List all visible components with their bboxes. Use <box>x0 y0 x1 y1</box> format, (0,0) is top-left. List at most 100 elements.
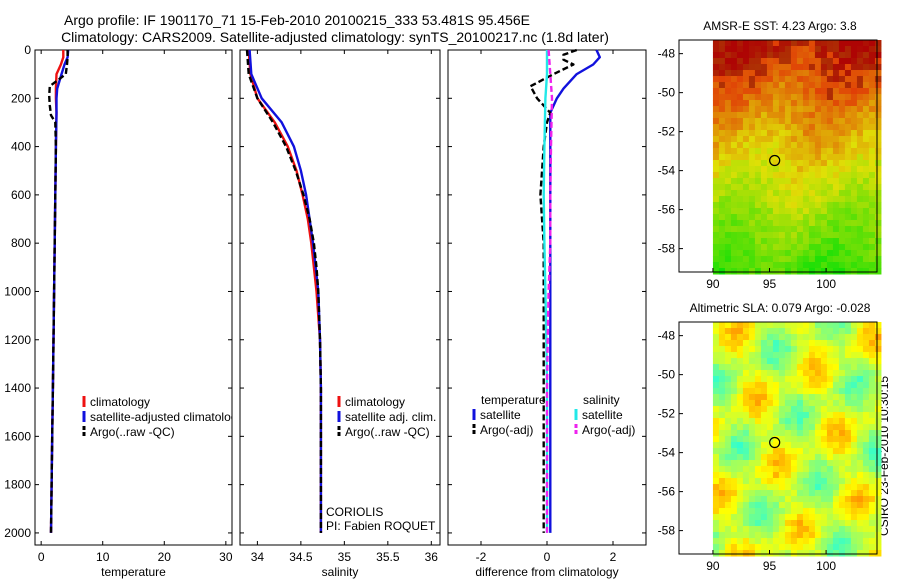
heatmap-cell <box>820 496 828 503</box>
heatmap-cell <box>736 76 744 83</box>
sla_map-ytick-label: -58 <box>658 524 676 538</box>
heatmap-cell <box>820 106 828 113</box>
heatmap-cell <box>742 238 750 245</box>
heatmap-cell <box>826 322 834 329</box>
heatmap-cell <box>856 514 864 521</box>
heatmap-cell <box>754 262 762 269</box>
heatmap-cell <box>766 418 774 425</box>
heatmap-cell <box>874 262 882 269</box>
heatmap-cell <box>874 352 882 359</box>
heatmap-cell <box>748 412 756 419</box>
heatmap-cell <box>796 466 804 473</box>
salinity-panel: 34 34.5 35 35.5 36salinityclimatologysatelli… <box>239 49 441 579</box>
heatmap-cell <box>754 358 762 365</box>
heatmap-cell <box>742 424 750 431</box>
heatmap-cell <box>850 538 858 545</box>
heatmap-cell <box>742 352 750 359</box>
heatmap-cell <box>742 406 750 413</box>
heatmap-cell <box>844 358 852 365</box>
heatmap-cell <box>712 352 720 359</box>
heatmap-cell <box>718 436 726 443</box>
heatmap-cell <box>760 484 768 491</box>
heatmap-cell <box>856 322 864 329</box>
heatmap-cell <box>838 76 846 83</box>
heatmap-cell <box>856 340 864 347</box>
heatmap-cell <box>790 154 798 161</box>
heatmap-cell <box>760 46 768 53</box>
heatmap-cell <box>844 526 852 533</box>
heatmap-cell <box>730 418 738 425</box>
heatmap-cell <box>784 76 792 83</box>
heatmap-cell <box>772 262 780 269</box>
heatmap-cell <box>724 394 732 401</box>
heatmap-cell <box>838 118 846 125</box>
heatmap-cell <box>742 94 750 101</box>
heatmap-cell <box>778 520 786 527</box>
heatmap-cell <box>760 148 768 155</box>
heatmap-cell <box>778 514 786 521</box>
heatmap-cell <box>790 124 798 131</box>
heatmap-cell <box>856 196 864 203</box>
heatmap-cell <box>760 454 768 461</box>
heatmap-cell <box>844 262 852 269</box>
heatmap-cell <box>874 124 882 131</box>
heatmap-cell <box>754 364 762 371</box>
heatmap-cell <box>724 406 732 413</box>
heatmap-cell <box>730 538 738 545</box>
heatmap-cell <box>712 442 720 449</box>
heatmap-cell <box>826 346 834 353</box>
heatmap-cell <box>790 388 798 395</box>
heatmap-cell <box>790 442 798 449</box>
heatmap-cell <box>772 484 780 491</box>
heatmap-cell <box>742 400 750 407</box>
heatmap-cell <box>772 172 780 179</box>
heatmap-cell <box>802 406 810 413</box>
heatmap-cell <box>754 112 762 119</box>
heatmap-cell <box>724 322 732 329</box>
heatmap-cell <box>778 376 786 383</box>
salinity-xtick-label: 35 <box>338 550 352 564</box>
heatmap-cell <box>862 550 870 557</box>
heatmap-cell <box>850 514 858 521</box>
heatmap-cell <box>778 544 786 551</box>
heatmap-cell <box>712 226 720 233</box>
heatmap-cell <box>754 538 762 545</box>
heatmap-cell <box>778 178 786 185</box>
heatmap-cell <box>736 148 744 155</box>
heatmap-cell <box>772 436 780 443</box>
heatmap-cell <box>808 154 816 161</box>
heatmap-cell <box>844 478 852 485</box>
heatmap-cell <box>712 100 720 107</box>
heatmap-cell <box>862 70 870 77</box>
heatmap-cell <box>754 550 762 557</box>
heatmap-cell <box>718 550 726 557</box>
heatmap-cell <box>784 268 792 275</box>
heatmap-cell <box>772 382 780 389</box>
heatmap-cell <box>802 136 810 143</box>
heatmap-cell <box>796 472 804 479</box>
heatmap-cell <box>718 412 726 419</box>
heatmap-cell <box>748 196 756 203</box>
heatmap-cell <box>826 430 834 437</box>
heatmap-cell <box>760 400 768 407</box>
heatmap-cell <box>754 220 762 227</box>
heatmap-cell <box>784 184 792 191</box>
heatmap-cell <box>820 268 828 275</box>
heatmap-cell <box>778 346 786 353</box>
heatmap-cell <box>808 328 816 335</box>
heatmap-cell <box>856 166 864 173</box>
heatmap-cell <box>766 364 774 371</box>
heatmap-cell <box>796 160 804 167</box>
heatmap-cell <box>790 64 798 71</box>
heatmap-cell <box>760 382 768 389</box>
heatmap-cell <box>748 430 756 437</box>
heatmap-cell <box>742 376 750 383</box>
heatmap-cell <box>736 226 744 233</box>
heatmap-cell <box>748 250 756 257</box>
heatmap-cell <box>808 190 816 197</box>
heatmap-cell <box>766 400 774 407</box>
heatmap-cell <box>718 382 726 389</box>
heatmap-cell <box>790 136 798 143</box>
heatmap-cell <box>784 88 792 95</box>
heatmap-cell <box>838 382 846 389</box>
